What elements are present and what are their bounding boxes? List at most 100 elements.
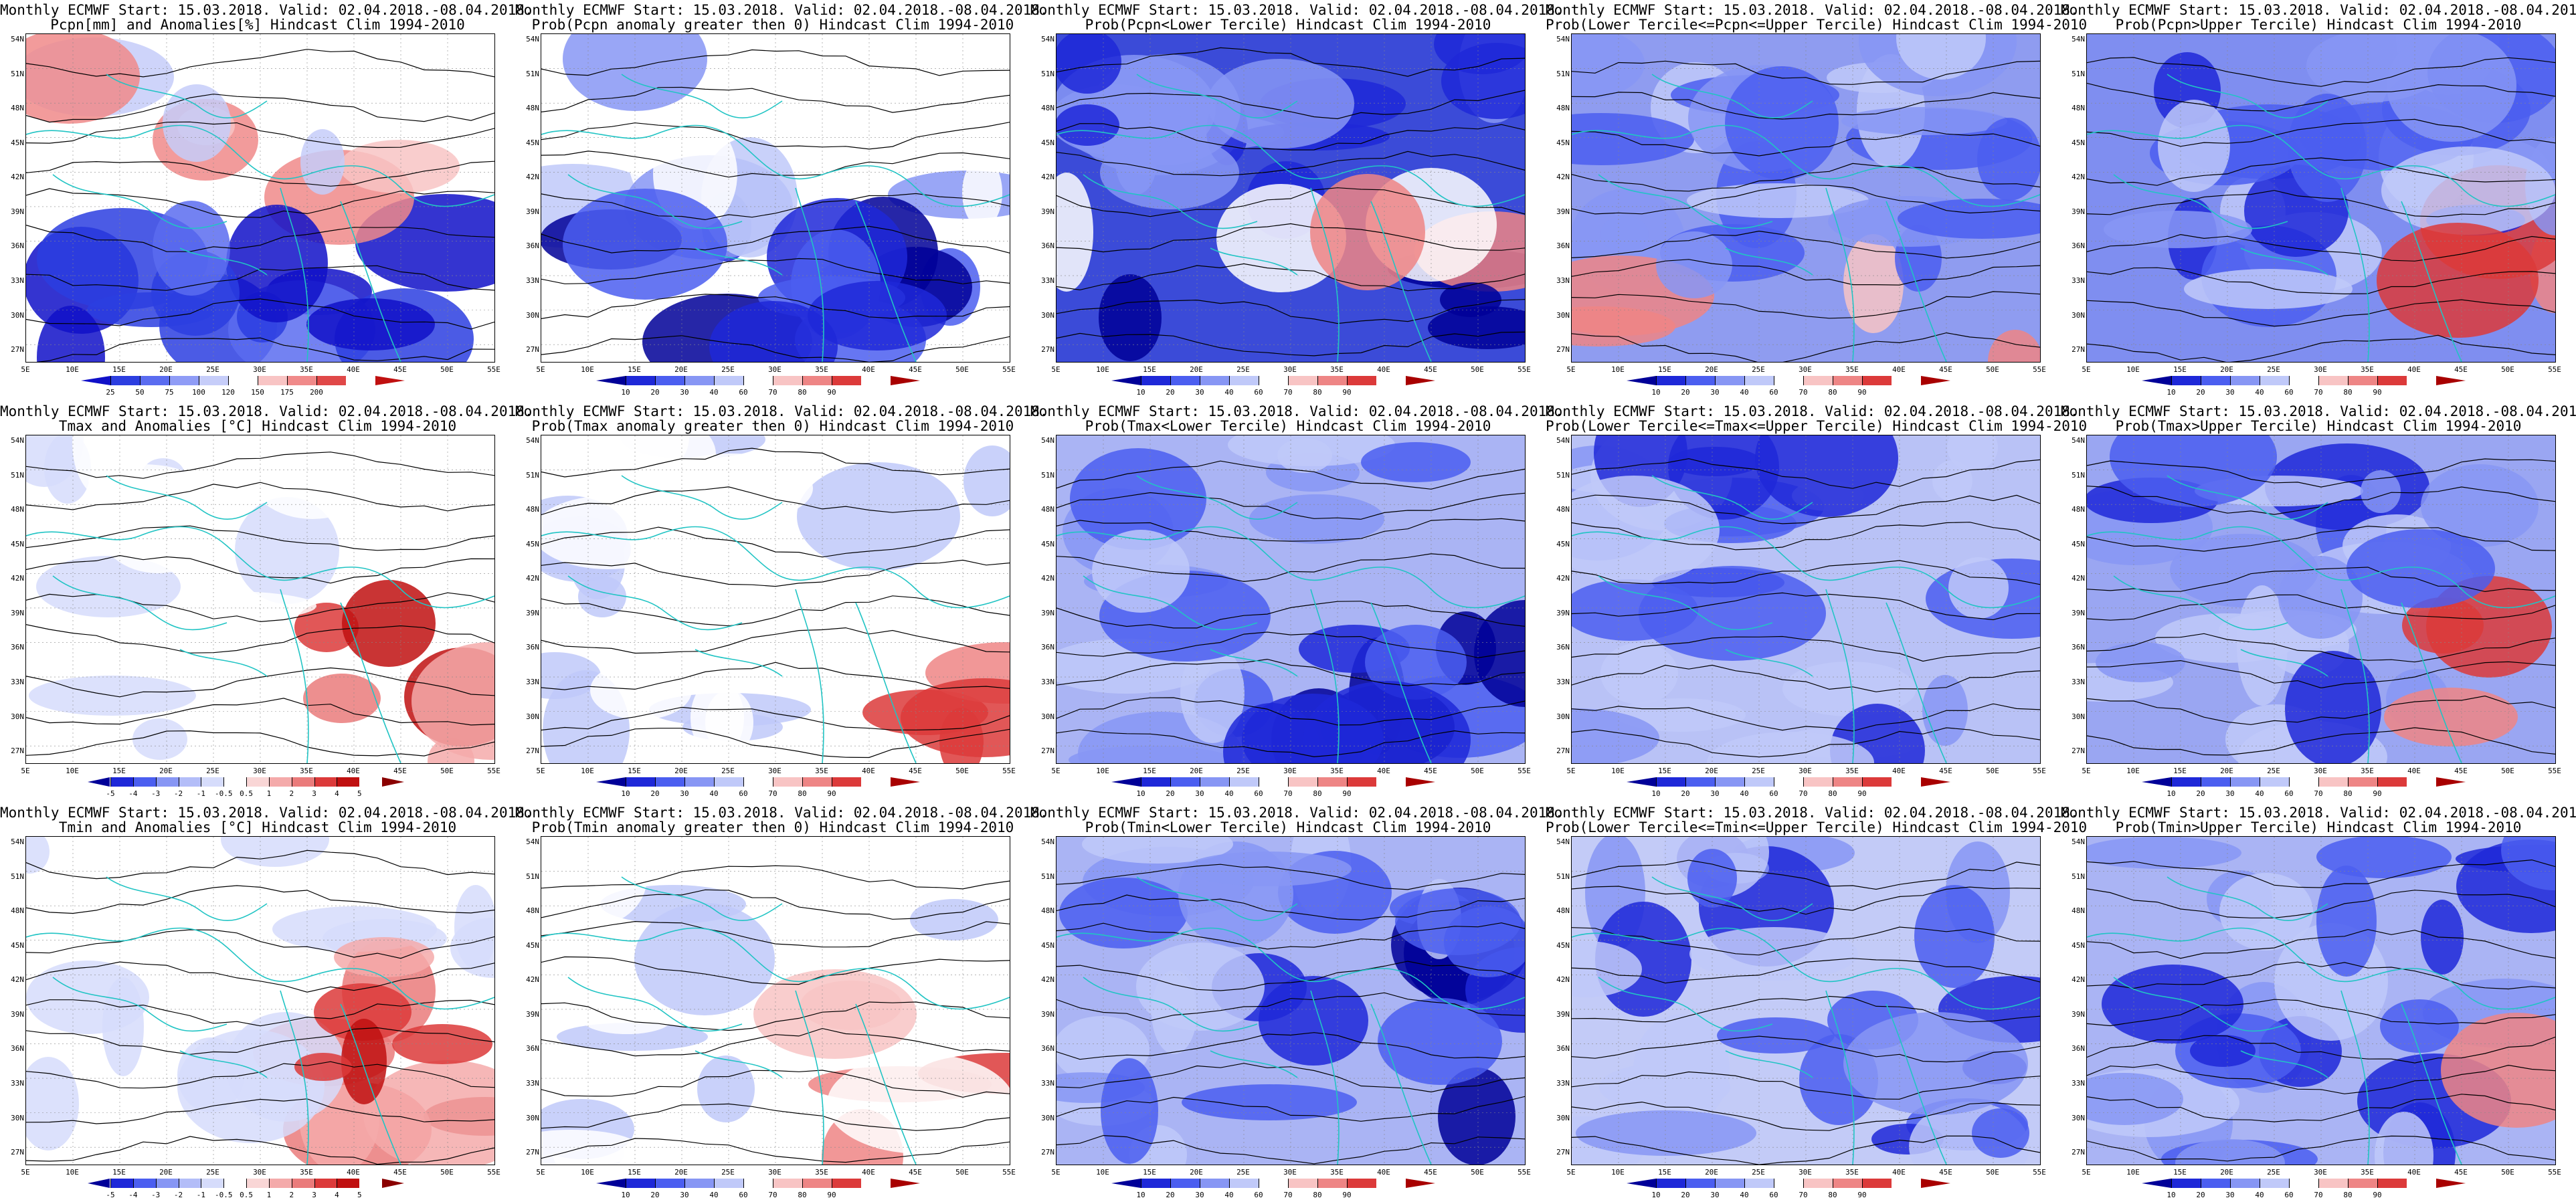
latitude-label: 36N <box>11 241 24 251</box>
colorbar-arrow-low <box>1627 1179 1656 1188</box>
colorbar-segment <box>1317 1179 1347 1188</box>
coastline <box>1210 247 1298 276</box>
contour-line <box>2087 633 2555 663</box>
colorbar <box>1627 777 1950 787</box>
longitude-label: 30E <box>1799 767 1812 775</box>
longitude-label: 25E <box>721 767 735 775</box>
longitude-label: 30E <box>1283 767 1297 775</box>
colorbar-segment <box>1862 1179 1892 1188</box>
latitude-label: 27N <box>1556 746 1570 756</box>
longitude-label: 10E <box>1096 365 1109 374</box>
colorbar-label: 90 <box>1857 1191 1867 1199</box>
anomaly-shading <box>2175 1139 2285 1165</box>
longitude-label: 50E <box>440 1168 454 1177</box>
longitude-label: 25E <box>721 365 735 374</box>
colorbar-segment <box>1317 777 1347 787</box>
contour-line <box>1572 1035 2040 1063</box>
coastline <box>52 977 227 1032</box>
anomaly-shading <box>1572 941 1642 997</box>
map-panel: Monthly ECMWF Start: 15.03.2018. Valid: … <box>0 401 533 803</box>
panel-subtitle: Prob(Pcpn anomaly greater then 0) Hindca… <box>531 17 1014 33</box>
longitude-label: 35E <box>1845 1168 1859 1177</box>
coastline <box>2401 1003 2462 1165</box>
colorbar-label: 90 <box>827 789 836 798</box>
longitude-label: 25E <box>1752 767 1765 775</box>
anomaly-shading <box>1361 442 1471 482</box>
longitude-label: 5E <box>21 365 30 374</box>
anomaly-shading <box>910 899 998 940</box>
map-panel: Monthly ECMWF Start: 15.03.2018. Valid: … <box>515 803 1048 1204</box>
colorbar-label: 80 <box>1828 388 1837 397</box>
panel-title: Monthly ECMWF Start: 15.03.2018. Valid: … <box>1030 2 1564 18</box>
colorbar-arrow-high <box>1406 1179 1435 1188</box>
colorbar-segment <box>1259 777 1288 787</box>
latitude-label: 45N <box>11 539 24 548</box>
contour-line <box>541 627 1010 654</box>
contour-line <box>1056 729 1525 758</box>
colorbar-segment <box>201 1179 224 1188</box>
colorbar-label: 70 <box>1799 789 1808 798</box>
colorbar-segment <box>1656 1179 1685 1188</box>
contour-line <box>1056 697 1525 726</box>
anomaly-shading <box>2102 965 2243 1043</box>
anomaly-shading <box>541 837 647 928</box>
latitude-label: 51N <box>526 470 539 480</box>
contour-line <box>2087 888 2555 918</box>
anomaly-shading <box>294 603 359 652</box>
colorbar-label: 30 <box>680 1191 689 1199</box>
coastline <box>1083 174 1258 229</box>
contour-line <box>2087 334 2555 362</box>
colorbar-label: 20 <box>1166 789 1175 798</box>
colorbar-segment <box>714 1179 743 1188</box>
panel-title: Monthly ECMWF Start: 15.03.2018. Valid: … <box>1546 403 2079 419</box>
latitude-label: 51N <box>11 470 24 480</box>
anomaly-shading <box>808 281 947 350</box>
contour-line <box>1056 460 1525 490</box>
latitude-label: 42N <box>11 173 24 182</box>
longitude-label: 45E <box>2454 365 2468 374</box>
colorbar-segment <box>802 777 832 787</box>
latitude-label: 39N <box>526 207 539 216</box>
longitude-label: 45E <box>393 365 407 374</box>
colorbar-label: 30 <box>1195 388 1204 397</box>
contour-line <box>1056 150 1525 177</box>
contour-line <box>1056 553 1525 583</box>
longitude-label: 55E <box>1002 365 1016 374</box>
contour-line <box>2087 1035 2555 1064</box>
colorbar-label: 0.5 <box>240 789 253 798</box>
anomaly-shading <box>2110 435 2277 507</box>
map-svg <box>26 435 494 763</box>
contour-line <box>541 1103 1010 1131</box>
coastline <box>855 201 917 362</box>
longitude-label: 5E <box>21 1168 30 1177</box>
latitude-label: 27N <box>1041 345 1054 355</box>
colorbar-arrow-low <box>1627 777 1656 787</box>
latitude-label: 36N <box>2072 241 2085 251</box>
contour-line <box>1572 958 2040 984</box>
colorbar-arrow-high <box>375 376 405 385</box>
coastline <box>2087 927 2555 1010</box>
longitude-label: 45E <box>909 1168 922 1177</box>
colorbar-segment <box>2260 1179 2289 1188</box>
longitude-label: 35E <box>1330 365 1344 374</box>
colorbar-segment <box>1685 1179 1715 1188</box>
colorbar-segment <box>684 1179 714 1188</box>
colorbar-arrow-high <box>1921 376 1950 385</box>
contour-line <box>2087 928 2555 959</box>
anomaly-shading <box>1572 113 1694 165</box>
contour-line <box>1056 601 1525 629</box>
colorbar-segment <box>1774 1179 1803 1188</box>
longitude-label: 30E <box>2314 365 2327 374</box>
longitude-label: 30E <box>253 767 266 775</box>
map-panel: Monthly ECMWF Start: 15.03.2018. Valid: … <box>1546 803 2087 1204</box>
coastline <box>1572 124 2040 207</box>
coastline <box>26 526 494 609</box>
longitude-label: 35E <box>2361 767 2374 775</box>
contour-line <box>2087 1135 2555 1162</box>
longitude-label: 10E <box>1096 1168 1109 1177</box>
colorbar-segment <box>2230 1179 2260 1188</box>
anomaly-shading <box>1572 708 1659 763</box>
contour-line <box>26 849 494 880</box>
longitude-label: 55E <box>1517 767 1531 775</box>
anomaly-shading <box>1755 435 1898 517</box>
